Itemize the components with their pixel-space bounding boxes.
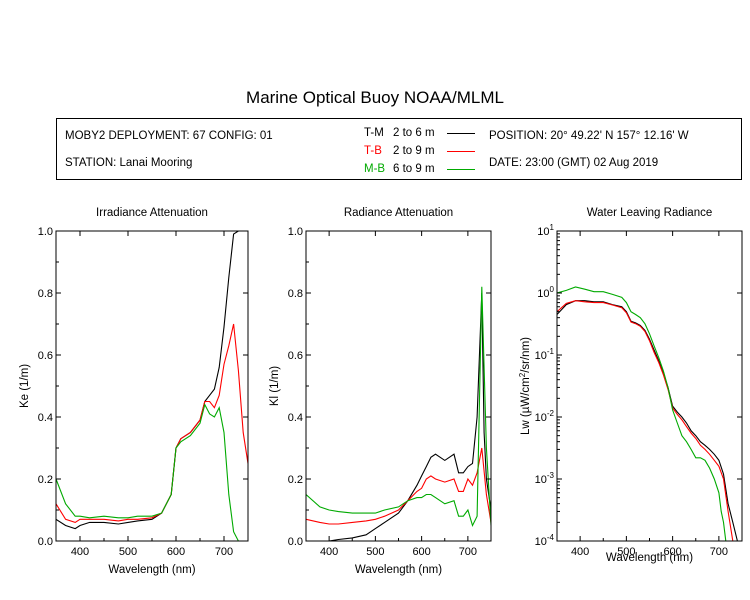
series-line-m-b: [306, 286, 491, 528]
x-tick-label: 500: [119, 546, 137, 558]
x-tick-label: 700: [459, 546, 477, 558]
legend-mb-code: M-B: [364, 163, 386, 175]
series-line-m-b: [56, 403, 239, 541]
series-line-t-b: [557, 300, 738, 541]
y-tick-label: 10-3: [535, 471, 555, 486]
y-tick-label: 10-1: [535, 347, 555, 362]
x-tick-label: 500: [617, 546, 635, 558]
series-group: [557, 286, 738, 541]
date-text: DATE: 23:00 (GMT) 02 Aug 2019: [489, 157, 659, 169]
chart-title: Radiance Attenuation: [344, 207, 453, 219]
series-group: [56, 231, 248, 541]
y-tick-label: 0.6: [38, 350, 53, 362]
x-tick-label: 500: [366, 546, 384, 558]
chart-1: Irradiance Attenuation 400 500 600 700 Wavele…: [19, 207, 249, 576]
x-tick-label: 600: [663, 546, 681, 558]
deployment-text: MOBY2 DEPLOYMENT: 67 CONFIG: 01: [65, 130, 273, 142]
series-line-t-m: [56, 231, 248, 530]
y-tick-label: 0.0: [288, 536, 303, 548]
station-text: STATION: Lanai Mooring: [65, 157, 193, 169]
series-line-m-b: [557, 286, 729, 541]
y-tick-label: 0.6: [288, 350, 303, 362]
legend-tm-line: [447, 133, 475, 134]
y-tick-label: 0.0: [38, 536, 53, 548]
y-tick-label: 0.8: [38, 288, 53, 300]
position-text: POSITION: 20° 49.22' N 157° 12.16' W: [489, 130, 689, 142]
chart-3: Water Leaving Radiance 400 500 600 700 Wavele…: [518, 207, 743, 564]
legend-tb-depth: 2 to 9 m: [393, 145, 435, 157]
x-tick-label: 400: [320, 546, 338, 558]
series-group: [306, 286, 491, 541]
y-axis-label: Kl (1/m): [269, 366, 281, 406]
x-axis-label: Wavelength (nm): [108, 564, 195, 576]
y-tick-label: 0.8: [288, 288, 303, 300]
y-tick-label: 101: [537, 223, 554, 238]
chart-title: Water Leaving Radiance: [587, 207, 713, 219]
y-axis-label: Ke (1/m): [19, 364, 31, 408]
x-tick-label: 700: [710, 546, 728, 558]
x-tick-label: 400: [71, 546, 89, 558]
y-tick-label: 1.0: [288, 226, 303, 238]
chart-main-title: Marine Optical Buoy NOAA/MLML: [246, 88, 504, 107]
series-line-t-b: [306, 447, 491, 525]
legend-mb-line: [447, 169, 475, 170]
y-axis-label: Lw (µW/cm2/sr/nm): [518, 337, 532, 435]
x-tick-label: 700: [215, 546, 233, 558]
y-tick-label: 100: [537, 285, 554, 300]
series-line-t-m: [306, 292, 491, 541]
info-box: MOBY2 DEPLOYMENT: 67 CONFIG: 01 STATION:…: [56, 118, 742, 180]
x-axis-label: Wavelength (nm): [355, 564, 442, 576]
legend-tm-code: T-M: [364, 127, 384, 139]
x-tick-label: 600: [167, 546, 185, 558]
y-tick-label: 10-2: [535, 409, 555, 424]
legend-tb-code: T-B: [364, 145, 382, 157]
plot-frame: [556, 230, 743, 542]
chart-title: Irradiance Attenuation: [96, 207, 208, 219]
x-tick-label: 600: [412, 546, 430, 558]
y-tick-label: 0.2: [288, 474, 303, 486]
y-tick-label: 0.4: [288, 412, 303, 424]
legend-mb-depth: 6 to 9 m: [393, 163, 435, 175]
plot-frame: [55, 230, 249, 542]
legend-tb-line: [447, 151, 475, 152]
y-tick-label: 0.4: [38, 412, 53, 424]
y-tick-label: 10-4: [535, 533, 555, 548]
y-tick-label: 1.0: [38, 226, 53, 238]
legend-tm-depth: 2 to 6 m: [393, 127, 435, 139]
plot-frame: [305, 230, 492, 542]
chart-2: Radiance Attenuation 400 500 600 700 Waveleng…: [269, 207, 492, 576]
x-tick-label: 400: [571, 546, 589, 558]
series-line-t-b: [56, 323, 248, 524]
y-tick-label: 0.2: [38, 474, 53, 486]
x-axis-label: Wavelength (nm): [606, 552, 693, 564]
